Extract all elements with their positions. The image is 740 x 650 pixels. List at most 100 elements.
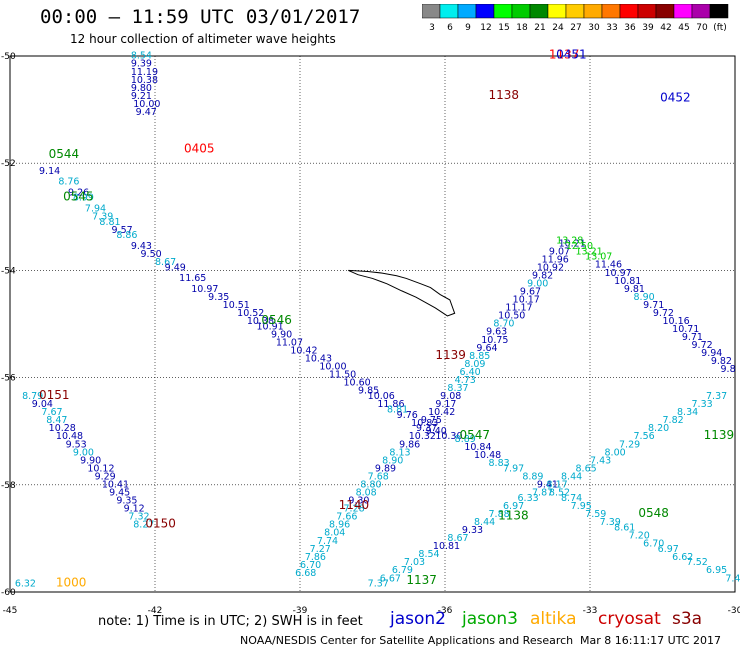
wave-height-value: 8.08: [356, 488, 377, 499]
footer-note: note: 1) Time is in UTC; 2) SWH is in fe…: [98, 614, 363, 629]
wave-height-value: 6.79: [392, 565, 413, 576]
wave-height-value: 7.86: [305, 552, 326, 563]
wave-height-value: 10.97: [191, 284, 218, 295]
wave-height-value: 8.89: [455, 434, 476, 445]
wave-height-value: 9.35: [208, 292, 229, 303]
wave-height-value: 9.94: [701, 348, 722, 359]
lon-tick-label: -45: [3, 606, 18, 616]
wave-height-value: 7.74: [317, 536, 338, 547]
wave-height-value: 9.35: [116, 496, 137, 507]
wave-height-value: 7.37: [368, 579, 389, 590]
wave-height-value: 7.68: [368, 471, 389, 482]
satellite-legend-cryosat: cryosat: [598, 609, 661, 629]
wave-height-value: 9.08: [440, 391, 461, 402]
wave-height-value: 9.89: [375, 463, 396, 474]
wave-height-value: 8.86: [116, 230, 137, 241]
wave-height-value: 8.67: [447, 533, 468, 544]
colorbar-swatch: [619, 4, 639, 19]
wave-height-value: 10.81: [614, 276, 641, 287]
pass-time-label: 0547: [460, 428, 491, 442]
colorbar-swatch: [457, 4, 477, 19]
wave-height-value: 7.29: [619, 439, 640, 450]
wave-height-value: 9.04: [32, 399, 53, 410]
pass-time-label: 0548: [638, 506, 669, 520]
wave-height-value: 8.44: [561, 471, 582, 482]
wave-height-value: 9.37: [416, 423, 437, 434]
colorbar-label: 3: [429, 23, 435, 33]
wave-height-value: 6.95: [706, 565, 727, 576]
colorbar-label: 33: [606, 23, 617, 33]
pass-time-label: 0545: [63, 190, 94, 204]
pass-time-label: 0150: [145, 517, 176, 531]
wave-height-value: 8.79: [22, 391, 43, 402]
wave-height-value: 7.88: [489, 509, 510, 520]
wave-height-value: 10.41: [102, 479, 129, 490]
wave-height-value: 8.04: [324, 528, 345, 539]
wave-height-value: 9.71: [643, 300, 664, 311]
wave-height-colorbar: 3 6 9 12 15 18 21 24 27 30 33 36 39 42 45 70 (ft): [422, 4, 729, 33]
wave-height-value: 10.38: [247, 316, 274, 327]
wave-height-value: 9.12: [124, 504, 145, 515]
wave-height-value: 7.95: [571, 501, 592, 512]
wave-height-value: 10.84: [464, 442, 491, 453]
wave-height-value: 7.20: [629, 530, 650, 541]
footer-timestamp: Mar 8 16:11:17 UTC 2017: [580, 634, 721, 647]
wave-height-value: 13.28: [556, 236, 583, 247]
wave-height-value: 9.40: [426, 426, 447, 437]
wave-height-value: 10.60: [344, 378, 371, 389]
pass-time-label: 0451: [556, 48, 587, 62]
wave-height-value: 8.67: [155, 257, 176, 268]
lat-tick-label: -52: [1, 159, 16, 169]
pass-time-label: 1137: [406, 573, 437, 587]
colorbar-label: 30: [588, 23, 600, 33]
wave-height-value: 7.66: [336, 512, 357, 523]
wave-height-value: 11.46: [595, 260, 622, 271]
colorbar-swatch: [673, 4, 693, 19]
colorbar-swatch: [439, 4, 459, 19]
lat-tick-label: -50: [1, 52, 16, 62]
wave-height-value: 6.97: [503, 501, 524, 512]
wave-height-value: 8.09: [464, 359, 485, 370]
wave-height-value: 10.28: [49, 423, 76, 434]
wave-height-value: 6.62: [672, 552, 693, 563]
pass-time-label: 1138: [489, 88, 520, 102]
pass-time-label: 1139: [435, 348, 466, 362]
wave-height-value: 10.16: [663, 316, 690, 327]
wave-height-value: 10.42: [290, 345, 317, 356]
wave-height-value: 8.00: [605, 447, 626, 458]
lon-tick-label: -39: [293, 606, 308, 616]
lat-tick-label: -60: [1, 588, 16, 598]
wave-height-value: 7.97: [503, 463, 524, 474]
colorbar-swatch: [691, 4, 711, 19]
wave-height-value: 9.76: [397, 410, 418, 421]
colorbar-swatch: [583, 4, 603, 19]
wave-height-value: 7.94: [85, 203, 106, 214]
wave-height-value: 13.07: [585, 252, 612, 263]
wave-height-value: 9.85: [358, 386, 379, 397]
colorbar-swatch: [511, 4, 531, 19]
wave-height-value: 8.17: [547, 479, 568, 490]
wave-height-value: 10.43: [305, 354, 332, 365]
wave-height-value: 10.21: [559, 238, 586, 249]
wave-height-value: 10.75: [481, 335, 508, 346]
wave-height-value: 10.48: [56, 431, 83, 442]
satellite-legend-jason3: jason3: [462, 609, 518, 629]
wave-height-value: 7.59: [585, 509, 606, 520]
wave-height-value: 7.39: [600, 517, 621, 528]
pass-time-label: 1137: [549, 48, 580, 62]
wave-height-value: 9.47: [136, 107, 157, 118]
map-frame: [9, 55, 736, 593]
wave-height-value: 7.32: [128, 512, 149, 523]
satellite-legend-jason2: jason2: [390, 609, 446, 629]
wave-height-value: 9.81: [624, 284, 645, 295]
wave-height-value: 12.50: [566, 241, 593, 252]
wave-height-value: 7.42: [725, 573, 740, 584]
lat-tick-label: -56: [1, 374, 16, 384]
wave-height-value: 7.28: [344, 504, 365, 515]
wave-height-value: 9.21: [131, 91, 152, 102]
wave-height-value: 6.70: [300, 560, 321, 571]
wave-height-value: 10.00: [133, 99, 160, 110]
wave-height-value: 9.07: [549, 246, 570, 257]
colorbar-label: 70: [696, 23, 708, 33]
wave-height-value: 7.52: [687, 557, 708, 568]
